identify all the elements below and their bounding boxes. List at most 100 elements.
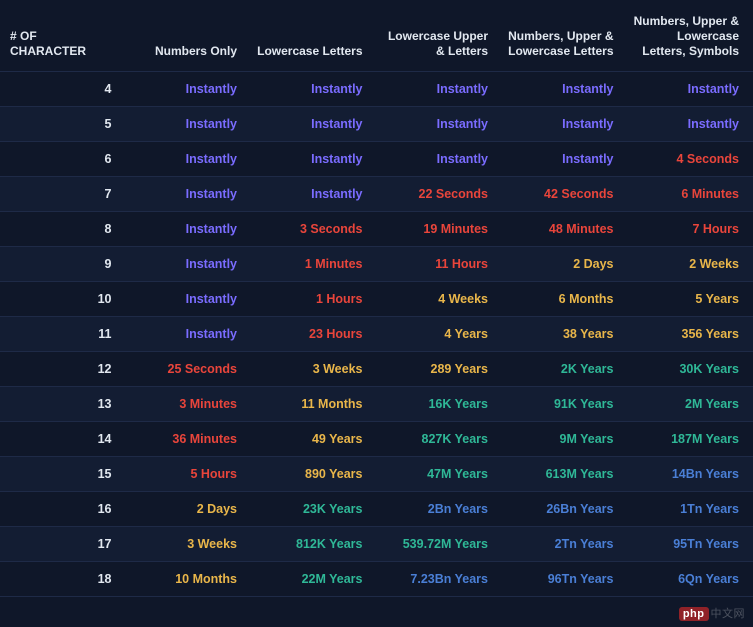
time-cell: 38 Years — [502, 317, 628, 352]
table-row: 4InstantlyInstantlyInstantlyInstantlyIns… — [0, 72, 753, 107]
time-cell: 3 Weeks — [251, 352, 377, 387]
time-cell: Instantly — [126, 142, 252, 177]
row-character-count: 12 — [0, 352, 126, 387]
row-character-count: 13 — [0, 387, 126, 422]
time-cell: Instantly — [377, 107, 503, 142]
time-cell: 2 Days — [126, 492, 252, 527]
watermark-text: 中文网 — [711, 608, 746, 620]
time-cell: 11 Months — [251, 387, 377, 422]
time-cell: 48 Minutes — [502, 212, 628, 247]
time-cell: 187M Years — [628, 422, 753, 457]
table-row: 11Instantly23 Hours4 Years38 Years356 Ye… — [0, 317, 753, 352]
time-cell: 11 Hours — [377, 247, 503, 282]
time-cell: 14Bn Years — [628, 457, 753, 492]
table-row: 7InstantlyInstantly22 Seconds42 Seconds6… — [0, 177, 753, 212]
time-cell: Instantly — [628, 107, 753, 142]
time-cell: 42 Seconds — [502, 177, 628, 212]
time-cell: 7 Hours — [628, 212, 753, 247]
time-cell: 6Qn Years — [628, 562, 753, 597]
row-character-count: 9 — [0, 247, 126, 282]
time-cell: Instantly — [251, 142, 377, 177]
time-cell: Instantly — [502, 142, 628, 177]
time-cell: Instantly — [377, 142, 503, 177]
time-cell: 1 Minutes — [251, 247, 377, 282]
time-cell: Instantly — [251, 72, 377, 107]
time-cell: 96Tn Years — [502, 562, 628, 597]
time-cell: Instantly — [377, 72, 503, 107]
time-cell: Instantly — [126, 107, 252, 142]
col-header-upper-lower: Lowercase Upper & Letters — [377, 0, 503, 72]
time-cell: 6 Minutes — [628, 177, 753, 212]
time-cell: 7.23Bn Years — [377, 562, 503, 597]
time-cell: 19 Minutes — [377, 212, 503, 247]
table-row: 6InstantlyInstantlyInstantlyInstantly4 S… — [0, 142, 753, 177]
col-header-lowercase: Lowercase Letters — [251, 0, 377, 72]
table-row: 162 Days23K Years2Bn Years26Bn Years1Tn … — [0, 492, 753, 527]
time-cell: 827K Years — [377, 422, 503, 457]
row-character-count: 14 — [0, 422, 126, 457]
time-cell: 2 Days — [502, 247, 628, 282]
time-cell: Instantly — [628, 72, 753, 107]
table-row: 1810 Months22M Years7.23Bn Years96Tn Yea… — [0, 562, 753, 597]
table-row: 1225 Seconds3 Weeks289 Years2K Years30K … — [0, 352, 753, 387]
table-row: 1436 Minutes49 Years827K Years9M Years18… — [0, 422, 753, 457]
row-character-count: 10 — [0, 282, 126, 317]
watermark: php中文网 — [679, 605, 745, 621]
time-cell: 22 Seconds — [377, 177, 503, 212]
time-cell: 3 Weeks — [126, 527, 252, 562]
row-character-count: 5 — [0, 107, 126, 142]
row-character-count: 15 — [0, 457, 126, 492]
time-cell: 289 Years — [377, 352, 503, 387]
time-cell: 5 Years — [628, 282, 753, 317]
time-cell: 47M Years — [377, 457, 503, 492]
watermark-badge: php — [679, 607, 709, 621]
time-cell: Instantly — [126, 72, 252, 107]
table-row: 9Instantly1 Minutes11 Hours2 Days2 Weeks — [0, 247, 753, 282]
table-header: # OF CHARACTER Numbers Only Lowercase Le… — [0, 0, 753, 72]
time-cell: 3 Seconds — [251, 212, 377, 247]
time-cell: 539.72M Years — [377, 527, 503, 562]
col-header-all-symbols: Numbers, Upper & Lowercase Letters, Symb… — [628, 0, 753, 72]
time-cell: 2K Years — [502, 352, 628, 387]
row-character-count: 18 — [0, 562, 126, 597]
time-cell: 3 Minutes — [126, 387, 252, 422]
time-cell: 4 Weeks — [377, 282, 503, 317]
row-character-count: 16 — [0, 492, 126, 527]
row-character-count: 4 — [0, 72, 126, 107]
time-cell: 16K Years — [377, 387, 503, 422]
time-cell: 49 Years — [251, 422, 377, 457]
time-cell: 4 Years — [377, 317, 503, 352]
time-cell: 4 Seconds — [628, 142, 753, 177]
table-row: 133 Minutes11 Months16K Years91K Years2M… — [0, 387, 753, 422]
time-cell: 356 Years — [628, 317, 753, 352]
time-cell: 1Tn Years — [628, 492, 753, 527]
row-character-count: 8 — [0, 212, 126, 247]
table-body: 4InstantlyInstantlyInstantlyInstantlyIns… — [0, 72, 753, 597]
time-cell: 95Tn Years — [628, 527, 753, 562]
time-cell: 2Tn Years — [502, 527, 628, 562]
table-row: 10Instantly1 Hours4 Weeks6 Months5 Years — [0, 282, 753, 317]
row-character-count: 7 — [0, 177, 126, 212]
time-cell: 2M Years — [628, 387, 753, 422]
time-cell: Instantly — [126, 177, 252, 212]
time-cell: 10 Months — [126, 562, 252, 597]
time-cell: 25 Seconds — [126, 352, 252, 387]
table-row: 173 Weeks812K Years539.72M Years2Tn Year… — [0, 527, 753, 562]
password-crack-time-table: # OF CHARACTER Numbers Only Lowercase Le… — [0, 0, 753, 597]
time-cell: Instantly — [251, 107, 377, 142]
time-cell: 812K Years — [251, 527, 377, 562]
time-cell: Instantly — [126, 317, 252, 352]
time-cell: 9M Years — [502, 422, 628, 457]
time-cell: 5 Hours — [126, 457, 252, 492]
time-cell: 6 Months — [502, 282, 628, 317]
time-cell: 30K Years — [628, 352, 753, 387]
time-cell: Instantly — [126, 282, 252, 317]
col-header-nums-upper-lower: Numbers, Upper & Lowercase Letters — [502, 0, 628, 72]
col-header-numbers-only: Numbers Only — [126, 0, 252, 72]
time-cell: 1 Hours — [251, 282, 377, 317]
time-cell: Instantly — [502, 72, 628, 107]
time-cell: 890 Years — [251, 457, 377, 492]
row-character-count: 17 — [0, 527, 126, 562]
time-cell: Instantly — [126, 247, 252, 282]
time-cell: 36 Minutes — [126, 422, 252, 457]
